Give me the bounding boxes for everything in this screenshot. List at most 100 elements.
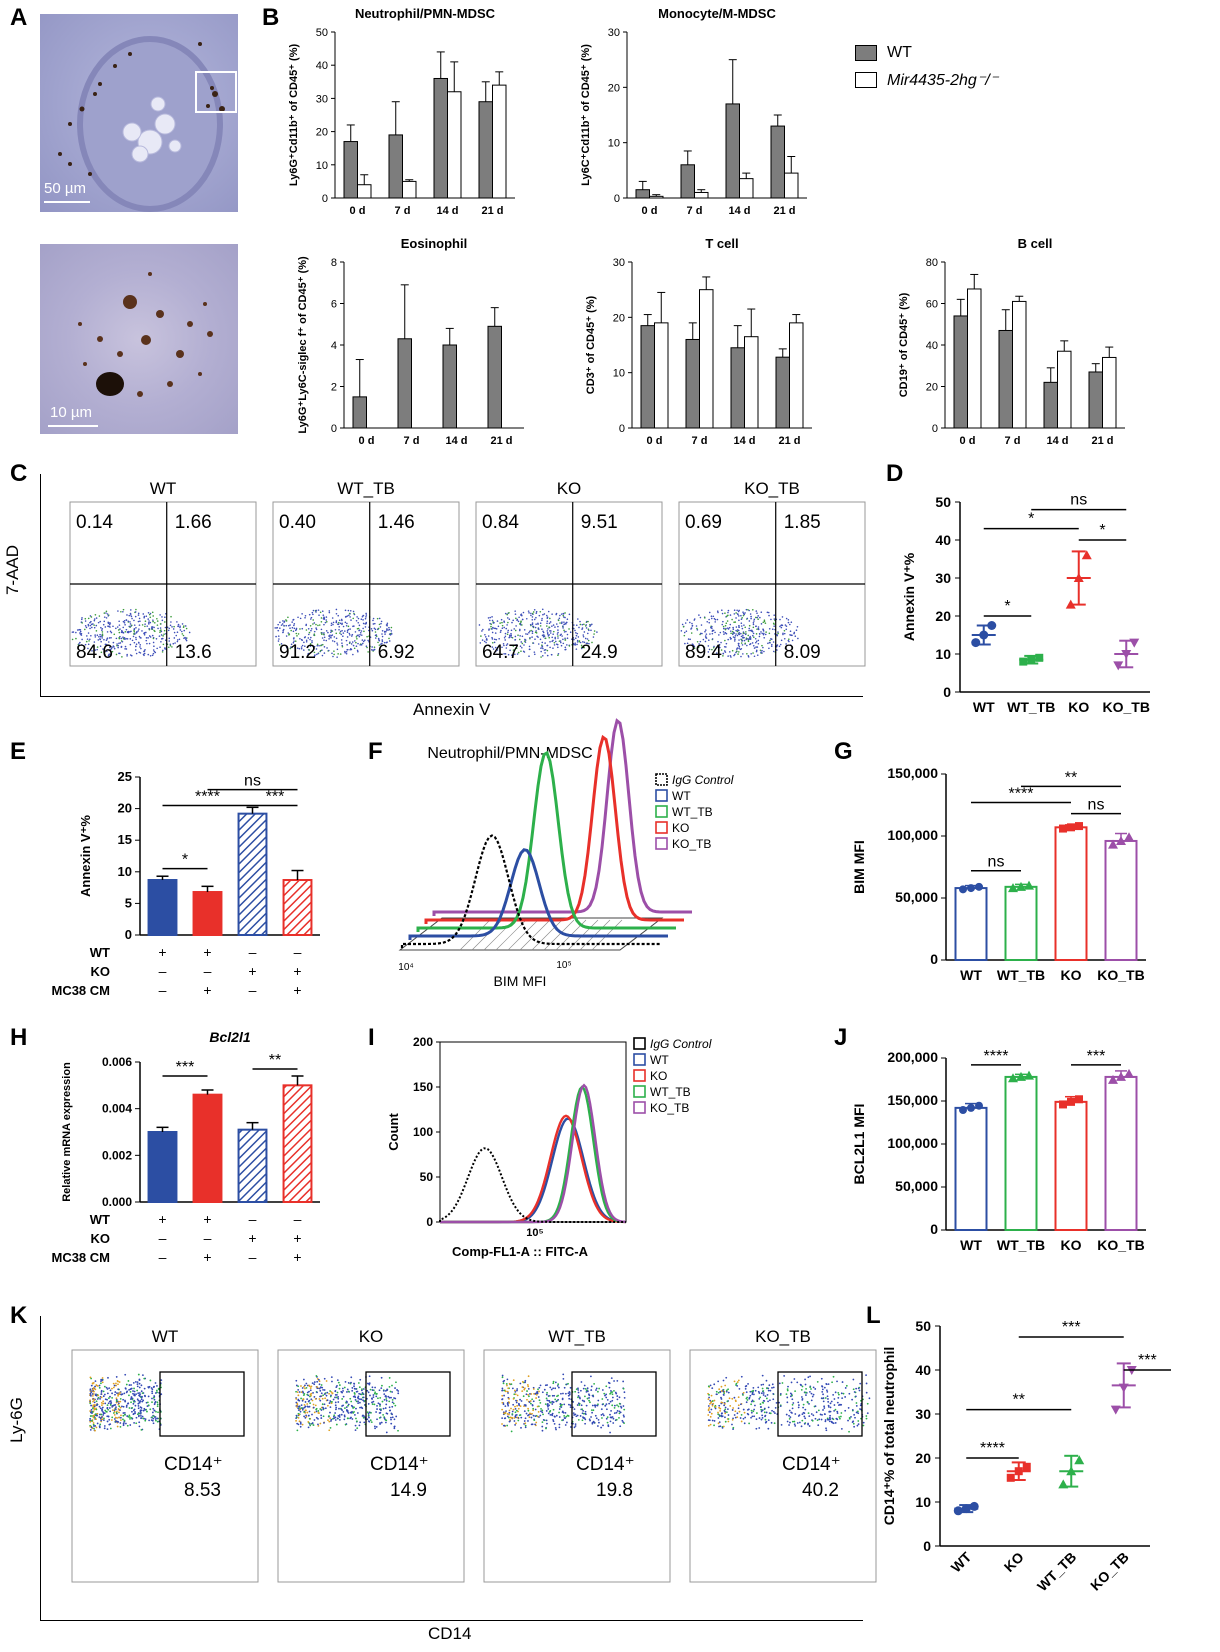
event-dot xyxy=(366,1411,369,1414)
event-dot xyxy=(298,647,301,650)
event-dot xyxy=(308,631,311,634)
event-dot xyxy=(395,1381,397,1384)
event-dot xyxy=(802,1406,805,1409)
event-dot xyxy=(558,640,561,642)
event-dot xyxy=(848,1392,851,1395)
event-dot xyxy=(155,1410,157,1413)
event-dot xyxy=(378,623,381,626)
event-dot xyxy=(690,632,693,634)
event-dot xyxy=(575,1415,578,1418)
event-dot xyxy=(562,642,565,645)
event-dot xyxy=(336,1379,339,1382)
event-dot xyxy=(188,631,191,634)
event-dot xyxy=(363,1421,366,1424)
event-dot xyxy=(524,1381,526,1384)
event-dot xyxy=(568,645,571,647)
event-dot xyxy=(383,1393,386,1396)
event-dot xyxy=(160,634,163,636)
event-dot xyxy=(773,618,776,620)
event-dot xyxy=(307,1414,310,1417)
event-dot xyxy=(377,637,380,640)
event-dot xyxy=(119,1406,122,1409)
event-dot xyxy=(118,1381,121,1383)
event-dot xyxy=(586,632,589,635)
event-dot xyxy=(336,642,338,644)
event-dot xyxy=(856,1410,859,1413)
event-dot xyxy=(122,626,125,629)
event-dot xyxy=(113,647,116,650)
event-dot xyxy=(865,1417,868,1420)
event-dot xyxy=(538,1386,541,1389)
event-dot xyxy=(563,621,565,623)
event-dot xyxy=(287,624,290,627)
event-dot xyxy=(135,638,137,641)
event-dot xyxy=(133,619,135,622)
event-dot xyxy=(743,1411,746,1414)
event-dot xyxy=(557,654,559,657)
event-dot xyxy=(101,634,104,637)
event-dot xyxy=(325,1380,328,1382)
event-dot xyxy=(779,625,781,628)
event-dot xyxy=(818,1418,821,1421)
plot-title: KO_TB xyxy=(744,479,800,498)
event-dot xyxy=(129,626,131,628)
event-dot xyxy=(390,626,393,629)
y-tick-label: 4 xyxy=(331,340,337,352)
event-dot xyxy=(336,648,339,651)
event-dot xyxy=(374,631,377,633)
plot-frame xyxy=(689,1349,877,1583)
event-dot xyxy=(376,1418,378,1421)
event-dot xyxy=(501,621,503,624)
event-dot xyxy=(125,648,128,650)
event-dot xyxy=(736,634,739,637)
event-dot xyxy=(605,1417,608,1420)
event-dot xyxy=(733,1380,736,1383)
event-dot xyxy=(376,1404,378,1407)
event-dot xyxy=(133,624,136,626)
event-dot xyxy=(479,642,482,644)
event-dot xyxy=(145,615,148,618)
event-dot xyxy=(277,623,279,626)
event-dot xyxy=(92,1422,95,1424)
event-dot xyxy=(817,1424,820,1427)
event-dot xyxy=(745,638,748,641)
event-dot xyxy=(573,1414,576,1416)
event-dot xyxy=(304,616,306,619)
event-dot xyxy=(504,1417,507,1420)
event-dot xyxy=(738,647,740,650)
event-dot xyxy=(724,639,726,642)
event-dot xyxy=(725,622,728,624)
quadrant-percent: 0.14 xyxy=(76,512,113,533)
event-dot xyxy=(105,650,108,653)
event-dot xyxy=(291,621,293,623)
event-dot xyxy=(802,1411,805,1414)
event-dot xyxy=(385,629,388,631)
event-dot xyxy=(330,624,333,627)
gate xyxy=(159,1371,245,1437)
event-dot xyxy=(723,645,726,648)
event-dot xyxy=(136,1385,139,1388)
event-dot xyxy=(381,633,383,635)
event-dot xyxy=(690,627,693,629)
event-dot xyxy=(92,1405,95,1408)
event-dot xyxy=(739,1403,742,1406)
event-dot xyxy=(766,611,769,614)
event-dot xyxy=(751,608,754,611)
event-dot xyxy=(733,640,736,642)
data-point xyxy=(1124,1068,1134,1078)
event-dot xyxy=(526,1390,528,1392)
condition-mark: – xyxy=(159,1249,167,1265)
event-dot xyxy=(729,623,732,626)
event-dot xyxy=(623,1396,626,1399)
event-dot xyxy=(605,1393,608,1396)
event-dot xyxy=(549,617,551,620)
event-dot xyxy=(323,646,326,648)
event-dot xyxy=(369,1388,372,1391)
event-dot xyxy=(746,652,748,655)
y-tick-label: 50,000 xyxy=(895,1178,938,1194)
event-dot xyxy=(537,1410,540,1413)
event-dot xyxy=(534,1415,537,1418)
event-dot xyxy=(484,636,487,638)
event-dot xyxy=(388,626,390,629)
event-dot xyxy=(285,620,288,622)
